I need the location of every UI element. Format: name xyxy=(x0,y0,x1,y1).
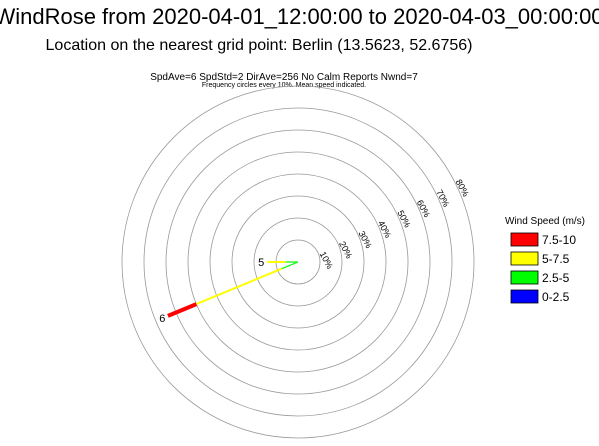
petal-segment xyxy=(167,302,198,318)
legend-title: Wind Speed (m/s) xyxy=(505,216,585,227)
ring-label: 20% xyxy=(337,240,354,261)
petal-segment xyxy=(195,267,283,306)
stats-line: SpdAve=6 SpdStd=2 DirAve=256 No Calm Rep… xyxy=(150,72,418,83)
petal-segment xyxy=(281,261,299,270)
legend-label: 5-7.5 xyxy=(542,252,570,266)
chart-title: WindRose from 2020-04-01_12:00:00 to 202… xyxy=(0,4,599,29)
mean-speed-labels: 56 xyxy=(159,257,264,325)
ring-label: 30% xyxy=(357,229,374,250)
legend-swatch xyxy=(510,232,539,247)
frequency-ring xyxy=(121,85,475,439)
ring-label: 40% xyxy=(376,219,393,240)
legend-swatch xyxy=(510,251,539,266)
ring-label: 50% xyxy=(395,209,412,230)
frequency-ring xyxy=(231,195,365,329)
chart-subtitle: Location on the nearest grid point: Berl… xyxy=(46,37,473,54)
ring-labels: 10%20%30%40%50%60%70%80% xyxy=(318,178,471,271)
mean-speed-label: 6 xyxy=(159,313,165,325)
ring-label: 60% xyxy=(415,198,432,219)
frequency-rings xyxy=(121,85,475,439)
legend-swatch xyxy=(510,289,539,304)
frequency-ring xyxy=(165,129,431,395)
ring-label: 80% xyxy=(454,178,471,199)
frequency-note: Frequency circles every 10%. Mean speed … xyxy=(202,82,366,89)
frequency-ring xyxy=(187,151,409,373)
legend-label: 2.5-5 xyxy=(542,271,570,285)
legend: Wind Speed (m/s) 7.5-10 5-7.5 2.5-5 0-2.5 xyxy=(505,216,585,304)
frequency-ring xyxy=(209,173,387,351)
legend-label: 0-2.5 xyxy=(542,290,570,304)
legend-swatch xyxy=(510,270,539,285)
frequency-ring xyxy=(253,217,343,307)
frequency-ring xyxy=(143,107,453,417)
wind-petals xyxy=(167,261,299,318)
ring-label: 70% xyxy=(434,188,451,209)
mean-speed-label: 5 xyxy=(258,257,264,269)
legend-label: 7.5-10 xyxy=(542,233,576,247)
